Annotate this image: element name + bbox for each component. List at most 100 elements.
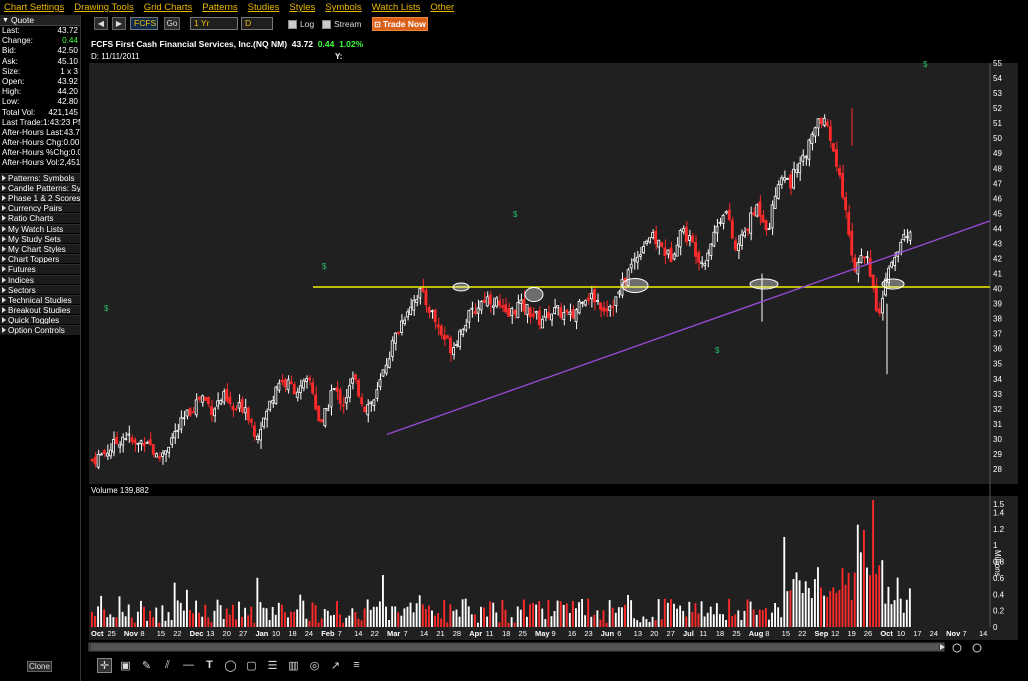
menu-styles[interactable]: Styles <box>289 2 316 13</box>
quote-row: Open: 43.92 <box>0 77 80 87</box>
candle-body <box>366 404 370 416</box>
candle-body <box>102 450 106 454</box>
expand-triangle-icon <box>2 225 6 232</box>
forward-button[interactable]: ▶ <box>112 17 126 30</box>
volume-bar <box>838 589 841 627</box>
menu-grid-charts[interactable]: Grid Charts <box>143 2 193 13</box>
price-panel-bg <box>89 63 1018 484</box>
candle-body <box>568 311 572 315</box>
panel-currency-pairs[interactable]: Currency Pairs <box>0 203 80 214</box>
candle-body <box>844 197 848 211</box>
panel-indices[interactable]: Indices <box>0 274 80 285</box>
panel-option-controls[interactable]: Option Controls <box>0 325 80 336</box>
log-checkbox[interactable]: Log <box>288 19 314 29</box>
candle-body <box>626 269 630 286</box>
arrow-icon[interactable]: ↗ <box>330 659 341 672</box>
symbol-input[interactable]: FCFS <box>130 17 158 30</box>
candle-body <box>161 452 164 457</box>
trade-now-button[interactable]: ⊡ Trade Now <box>372 17 428 31</box>
volume-bar <box>679 605 682 627</box>
zoom-box-icon[interactable]: ▣ <box>120 659 131 672</box>
panel-my-watch-lists[interactable]: My Watch Lists <box>0 223 80 234</box>
panel-breakout-studies[interactable]: Breakout Studies <box>0 305 80 316</box>
candle-body <box>133 439 137 444</box>
candle-body <box>295 391 299 398</box>
candle-body <box>203 396 207 401</box>
fibonacci-icon[interactable]: ☰ <box>267 659 278 672</box>
gann-icon[interactable]: ▥ <box>288 659 299 672</box>
candle-body <box>865 256 869 259</box>
menu-symbols[interactable]: Symbols <box>325 2 362 13</box>
x-axis-label: 25 <box>107 629 115 638</box>
volume-bar <box>363 608 366 627</box>
panel-chart-toppers[interactable]: Chart Toppers <box>0 254 80 265</box>
menu-other[interactable]: Other <box>430 2 455 13</box>
panel-candle-patterns-sy[interactable]: Candle Patterns: Sy <box>0 182 80 193</box>
volume-bar <box>336 600 338 627</box>
back-button[interactable]: ◀ <box>94 17 108 30</box>
panel-my-study-sets[interactable]: My Study Sets <box>0 233 80 244</box>
stream-checkbox[interactable]: Stream <box>322 19 361 29</box>
x-axis-label: 27 <box>667 629 675 638</box>
candle-body <box>375 389 379 399</box>
candle-body <box>835 149 838 167</box>
candle-body <box>449 337 452 354</box>
volume-bar <box>596 610 599 627</box>
candle-body <box>424 290 428 306</box>
go-button[interactable]: Go <box>164 17 180 30</box>
candle-body <box>740 234 743 246</box>
x-axis-label: 25 <box>519 629 527 638</box>
panel-label: Currency Pairs <box>8 204 63 214</box>
x-axis-label: 17 <box>913 629 921 638</box>
panel-sectors[interactable]: Sectors <box>0 284 80 295</box>
panel-futures[interactable]: Futures <box>0 264 80 275</box>
expand-triangle-icon <box>2 317 6 324</box>
volume-bar <box>627 594 629 627</box>
crosshair-icon[interactable]: ✛ <box>97 657 112 673</box>
parallel-lines-icon[interactable]: ⫽ <box>165 658 170 671</box>
volume-bar <box>602 610 605 627</box>
rectangle-icon[interactable]: ▢ <box>246 659 257 672</box>
panel-phase-1-2-scores[interactable]: Phase 1 & 2 Scores <box>0 193 80 204</box>
pencil-icon[interactable]: ✎ <box>141 659 152 672</box>
panel-patterns-symbols[interactable]: Patterns: Symbols <box>0 172 80 183</box>
menu-patterns[interactable]: Patterns <box>202 2 238 13</box>
x-axis-label: 7 <box>963 629 967 638</box>
volume-bar <box>624 604 626 627</box>
zoom-out-icon <box>952 643 962 653</box>
price-tick-label: 42 <box>993 254 1002 263</box>
panel-my-chart-styles[interactable]: My Chart Styles <box>0 243 80 255</box>
candle-body <box>308 377 311 381</box>
candle-body <box>752 212 756 216</box>
panel-technical-studies[interactable]: Technical Studies <box>0 294 80 306</box>
volume-bar <box>544 619 547 627</box>
ellipse-icon[interactable]: ◯ <box>224 659 237 672</box>
x-axis-label: Oct <box>91 629 104 638</box>
horizontal-line-icon[interactable]: — <box>183 659 194 671</box>
menu-studies[interactable]: Studies <box>247 2 280 13</box>
volume-bar <box>489 601 492 627</box>
panel-ratio-charts[interactable]: Ratio Charts <box>0 213 80 224</box>
menu-watch-lists[interactable]: Watch Lists <box>371 2 421 13</box>
volume-bar <box>149 610 152 627</box>
quote-panel-header[interactable]: ▼ Quote <box>0 15 80 26</box>
quote-row: Ask: 45.10 <box>0 57 80 67</box>
clone-button[interactable]: Clone <box>27 661 52 672</box>
comment-icon[interactable]: ◎ <box>309 659 320 672</box>
text-tool-icon[interactable]: T <box>206 659 213 671</box>
menu-drawing-tools[interactable]: Drawing Tools <box>74 2 134 13</box>
x-axis-label: 13 <box>206 629 214 638</box>
volume-bar <box>299 594 302 627</box>
panel-quick-toggles[interactable]: Quick Toggles <box>0 315 80 326</box>
candle-body <box>442 334 446 340</box>
menu-lines-icon[interactable]: ≡ <box>353 659 360 671</box>
candle-body <box>730 220 734 239</box>
volume-label: Volume 139,882 <box>91 486 149 495</box>
interval-select[interactable]: D <box>241 17 273 30</box>
volume-bar <box>513 622 516 627</box>
menu-chart-settings[interactable]: Chart Settings <box>4 2 65 13</box>
candle-body <box>286 379 290 391</box>
period-select[interactable]: 1 Yr <box>190 17 238 30</box>
candle-body <box>157 456 161 459</box>
